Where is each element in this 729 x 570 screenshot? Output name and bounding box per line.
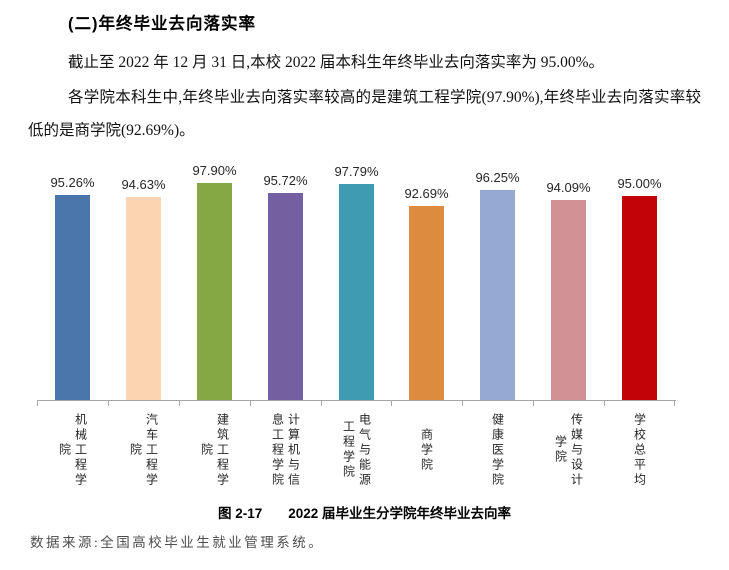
bar-5 bbox=[339, 184, 374, 400]
axis-tick bbox=[604, 401, 605, 406]
axis-tick bbox=[674, 401, 675, 406]
x-axis-label: 建筑工程学院 bbox=[199, 412, 230, 488]
axis-tick bbox=[179, 401, 180, 406]
paragraph-college-comparison: 各学院本科生中,年终毕业去向落实率较高的是建筑工程学院(97.90%),年终毕业… bbox=[28, 89, 701, 139]
bar-7 bbox=[480, 190, 515, 400]
bar-value-label-9: 95.00% bbox=[617, 176, 662, 191]
bar-value-label-7: 96.25% bbox=[475, 170, 520, 185]
bar-3 bbox=[197, 183, 232, 400]
bar-1 bbox=[55, 195, 90, 400]
bar-value-label-1: 95.26% bbox=[50, 175, 95, 190]
x-axis-label-cell-4: 计算机与信息工程学院 bbox=[250, 409, 321, 497]
bar-value-label-6: 92.69% bbox=[404, 186, 449, 201]
x-axis-line bbox=[37, 400, 676, 401]
bar-value-label-2: 94.63% bbox=[121, 177, 166, 192]
axis-tick bbox=[250, 401, 251, 406]
bar-6 bbox=[409, 206, 444, 400]
data-source-note: 数据来源:全国高校毕业生就业管理系统。 bbox=[30, 535, 325, 550]
x-axis-labels: 机械工程学院 汽车工程学院 建筑工程学院 计算机与信息工程学院 电气与能源工程学院 商学院… bbox=[37, 409, 675, 499]
x-axis-label: 汽车工程学院 bbox=[128, 412, 159, 488]
axis-tick bbox=[321, 401, 322, 406]
x-axis-label-cell-5: 电气与能源工程学院 bbox=[321, 409, 392, 497]
axis-tick bbox=[37, 401, 38, 406]
x-axis-label-cell-2: 汽车工程学院 bbox=[108, 409, 179, 497]
section-heading: (二)年终毕业去向落实率 bbox=[68, 15, 256, 33]
axis-tick bbox=[533, 401, 534, 406]
bar-value-label-4: 95.72% bbox=[263, 173, 308, 188]
x-axis-label: 商学院 bbox=[419, 427, 434, 473]
body-text: 截止至 2022 年 12 月 31 日,本校 2022 届本科生年终毕业去向落… bbox=[28, 46, 701, 149]
bar-value-label-8: 94.09% bbox=[546, 180, 591, 195]
x-axis-label: 传媒与设计学院 bbox=[553, 412, 584, 488]
x-axis-label: 电气与能源工程学院 bbox=[341, 412, 372, 488]
x-axis-label-cell-8: 传媒与设计学院 bbox=[533, 409, 604, 497]
bar-8 bbox=[551, 200, 586, 400]
bar-4 bbox=[268, 193, 303, 400]
figure-number: 图 2-17 bbox=[217, 506, 263, 521]
x-axis-label-cell-1: 机械工程学院 bbox=[37, 409, 108, 497]
bar-chart: 95.26% 94.63% 97.90% 95.72% 97.79% 92.69% 96.2… bbox=[37, 160, 675, 400]
x-axis-label: 学校总平均 bbox=[632, 412, 647, 488]
bar-value-label-3: 97.90% bbox=[192, 163, 237, 178]
x-axis-label: 机械工程学院 bbox=[57, 412, 88, 488]
axis-tick bbox=[391, 401, 392, 406]
figure-caption: 图 2-17 2022 届毕业生分学院年终毕业去向率 bbox=[0, 502, 729, 522]
x-axis-label: 计算机与信息工程学院 bbox=[270, 412, 301, 488]
x-axis-label-cell-9: 学校总平均 bbox=[604, 409, 675, 497]
x-axis-label: 健康医学院 bbox=[490, 412, 505, 488]
x-axis-label-cell-7: 健康医学院 bbox=[462, 409, 533, 497]
axis-tick bbox=[462, 401, 463, 406]
x-axis-label-cell-6: 商学院 bbox=[391, 409, 462, 497]
paragraph-overall-rate: 截止至 2022 年 12 月 31 日,本校 2022 届本科生年终毕业去向落… bbox=[68, 54, 605, 71]
axis-tick bbox=[108, 401, 109, 406]
bar-2 bbox=[126, 197, 161, 400]
figure-title: 2022 届毕业生分学院年终毕业去向率 bbox=[288, 506, 512, 521]
x-axis-label-cell-3: 建筑工程学院 bbox=[179, 409, 250, 497]
bar-9 bbox=[622, 196, 657, 400]
bar-value-label-5: 97.79% bbox=[334, 164, 379, 179]
